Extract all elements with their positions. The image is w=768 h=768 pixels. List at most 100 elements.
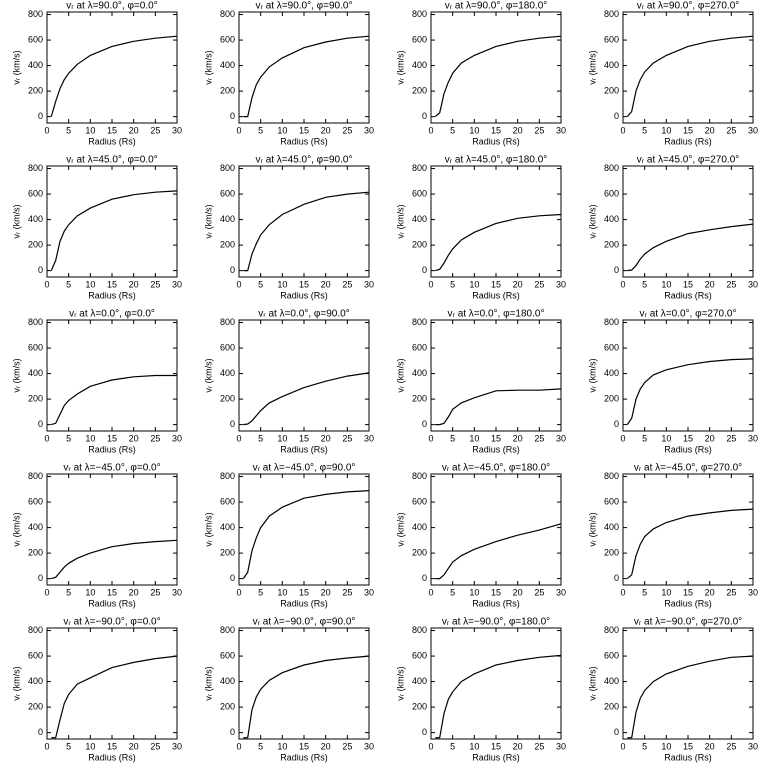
x-tick-label: 5 [642, 125, 647, 135]
y-axis-label: vᵣ (km/s) [587, 204, 597, 238]
panel: vᵣ at λ=90.0°, φ=0.0° 0 5 10 15 20 25 30 0 200 400… [11, 1, 182, 147]
x-axis-label: Radius (Rs) [472, 444, 520, 454]
x-tick-label: 30 [748, 125, 758, 135]
y-tick-label: 800 [604, 471, 619, 481]
x-tick-label: 5 [66, 279, 71, 289]
y-axis-label: vᵣ (km/s) [203, 666, 213, 700]
y-tick-label: 400 [220, 60, 235, 70]
data-line [243, 35, 370, 118]
plot-frame [46, 165, 178, 278]
y-tick-label: 0 [614, 573, 619, 583]
y-tick-label: 200 [28, 393, 43, 403]
x-tick-label: 20 [513, 433, 523, 443]
y-axis-label: vᵣ (km/s) [203, 358, 213, 392]
x-tick-label: 10 [469, 279, 479, 289]
panel-title: vᵣ at λ=45.0°, φ=90.0° [256, 155, 353, 166]
x-tick-label: 30 [364, 433, 374, 443]
y-tick-label: 800 [412, 625, 427, 635]
y-axis-label: vᵣ (km/s) [395, 666, 405, 700]
panel-title: vᵣ at λ=45.0°, φ=270.0° [637, 155, 740, 166]
x-tick-label: 15 [107, 587, 117, 597]
x-tick-label: 0 [236, 125, 241, 135]
x-tick-label: 5 [642, 741, 647, 751]
x-tick-label: 0 [44, 125, 49, 135]
x-tick-label: 20 [129, 433, 139, 443]
x-tick-label: 20 [705, 125, 715, 135]
panel: vᵣ at λ=−45.0°, φ=0.0° 0 5 10 15 20 25 30 0 200 40… [11, 463, 182, 609]
panel: vᵣ at λ=90.0°, φ=90.0° 0 5 10 15 20 25 30 0 200 40… [203, 1, 374, 147]
x-tick-label: 30 [364, 125, 374, 135]
x-tick-label: 10 [661, 125, 671, 135]
y-tick-label: 0 [422, 111, 427, 121]
x-tick-label: 5 [450, 741, 455, 751]
x-tick-label: 30 [556, 279, 566, 289]
panel-title: vᵣ at λ=45.0°, φ=0.0° [66, 155, 157, 166]
x-tick-label: 10 [85, 279, 95, 289]
x-tick-label: 25 [534, 125, 544, 135]
panel-title: vᵣ at λ=−90.0°, φ=180.0° [442, 617, 550, 628]
panel: vᵣ at λ=−90.0°, φ=90.0° 0 5 10 15 20 25 30 0 200 4… [203, 617, 374, 763]
y-tick-label: 0 [230, 727, 235, 737]
x-tick-label: 5 [450, 279, 455, 289]
panel-title: vᵣ at λ=90.0°, φ=90.0° [256, 1, 353, 12]
data-line [626, 35, 754, 117]
panel: vᵣ at λ=90.0°, φ=180.0° 0 5 10 15 20 25 30 0 200 4… [395, 1, 566, 147]
plot-frame [430, 165, 562, 278]
x-tick-label: 0 [620, 433, 625, 443]
plot-frame [238, 11, 370, 124]
y-axis-label: vᵣ (km/s) [587, 358, 597, 392]
y-tick-label: 0 [38, 727, 43, 737]
panel-title: vᵣ at λ=−45.0°, φ=90.0° [253, 463, 356, 474]
data-line [243, 372, 370, 426]
x-axis-label: Radius (Rs) [88, 290, 136, 300]
x-tick-label: 20 [513, 125, 523, 135]
y-tick-label: 200 [604, 85, 619, 95]
y-tick-label: 600 [220, 342, 235, 352]
x-tick-label: 30 [556, 587, 566, 597]
plot-frame [46, 11, 178, 124]
y-tick-label: 400 [412, 214, 427, 224]
panel-title: vᵣ at λ=0.0°, φ=180.0° [448, 309, 545, 320]
x-tick-label: 5 [450, 125, 455, 135]
y-tick-label: 400 [28, 60, 43, 70]
x-tick-label: 15 [683, 433, 693, 443]
x-tick-label: 30 [172, 741, 182, 751]
panel-title: vᵣ at λ=0.0°, φ=270.0° [640, 309, 737, 320]
x-tick-label: 10 [661, 433, 671, 443]
x-tick-label: 5 [66, 125, 71, 135]
y-tick-label: 200 [220, 701, 235, 711]
y-tick-label: 600 [28, 342, 43, 352]
x-tick-label: 5 [258, 433, 263, 443]
y-axis-label: vᵣ (km/s) [203, 204, 213, 238]
x-tick-label: 30 [172, 125, 182, 135]
x-tick-label: 20 [513, 279, 523, 289]
y-axis-label: vᵣ (km/s) [587, 666, 597, 700]
y-tick-label: 0 [422, 265, 427, 275]
x-tick-label: 0 [44, 279, 49, 289]
x-tick-label: 20 [705, 433, 715, 443]
y-tick-label: 200 [220, 239, 235, 249]
y-tick-label: 200 [604, 239, 619, 249]
panel: vᵣ at λ=90.0°, φ=270.0° 0 5 10 15 20 25 30 0 200 4… [587, 1, 758, 147]
y-tick-label: 400 [412, 522, 427, 532]
x-tick-label: 25 [150, 741, 160, 751]
y-tick-label: 600 [220, 188, 235, 198]
plot-frame [622, 473, 754, 586]
x-tick-label: 30 [556, 433, 566, 443]
x-tick-label: 25 [534, 279, 544, 289]
y-tick-label: 600 [604, 342, 619, 352]
x-axis-label: Radius (Rs) [88, 598, 136, 608]
panel: vᵣ at λ=45.0°, φ=0.0° 0 5 10 15 20 25 30 0 200 400… [11, 155, 182, 301]
y-tick-label: 800 [220, 163, 235, 173]
x-tick-label: 5 [450, 587, 455, 597]
data-line [243, 191, 370, 272]
x-tick-label: 15 [299, 587, 309, 597]
y-tick-label: 400 [604, 522, 619, 532]
x-tick-label: 15 [107, 433, 117, 443]
panel: vᵣ at λ=−90.0°, φ=180.0° 0 5 10 15 20 25 30 0 200… [395, 617, 566, 763]
x-tick-label: 25 [150, 125, 160, 135]
y-tick-label: 0 [38, 573, 43, 583]
data-line [435, 523, 562, 580]
x-axis-label: Radius (Rs) [88, 444, 136, 454]
